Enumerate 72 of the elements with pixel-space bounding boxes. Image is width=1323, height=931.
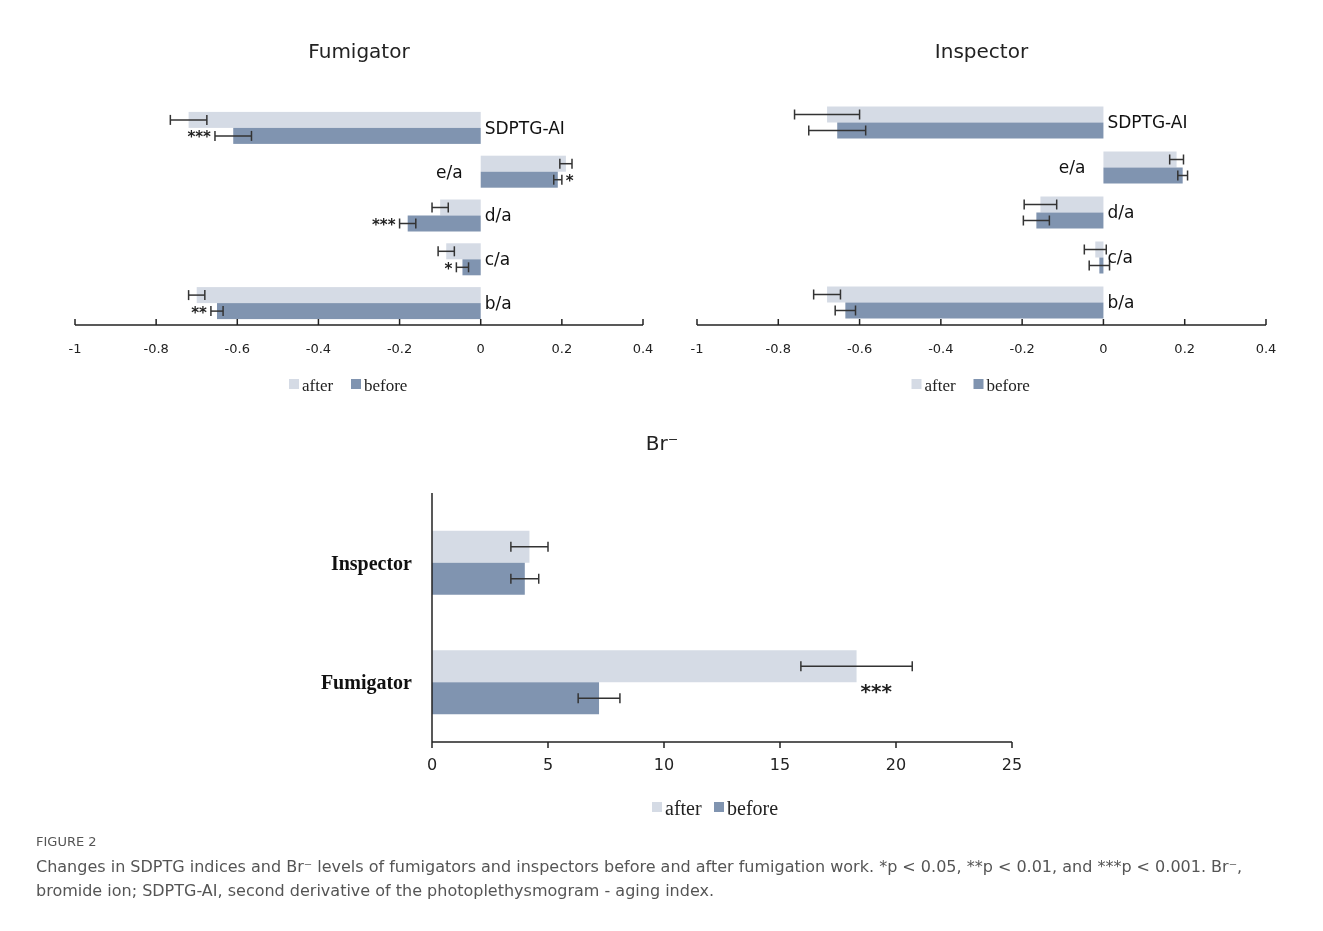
y-tick-label: e/a [1058, 157, 1086, 178]
y-tick-label: c/a [1107, 247, 1133, 268]
y-tick-label: c/a [484, 249, 511, 270]
bar [1095, 241, 1104, 258]
legend-label: after [302, 375, 334, 395]
legend-label: before [364, 375, 408, 395]
bar [432, 682, 600, 715]
legend-label: before [986, 375, 1030, 395]
x-tick-label: -0.6 [224, 341, 250, 356]
bar [432, 530, 530, 563]
x-tick-label: 0.4 [1255, 341, 1277, 356]
annotation: *** [372, 215, 396, 234]
x-tick-label: -0.2 [1009, 341, 1035, 356]
legend-label: after [665, 797, 702, 819]
bar [827, 106, 1104, 123]
bar [837, 122, 1104, 139]
bar [432, 562, 525, 595]
bar [188, 111, 481, 128]
chart-title: Br⁻ [645, 431, 679, 455]
x-tick-label: 0.2 [1174, 341, 1196, 356]
annotation: * [444, 259, 453, 278]
y-tick-label: SDPTG-AI [1107, 112, 1188, 133]
x-tick-label: -1 [690, 341, 704, 356]
bar [1103, 167, 1183, 184]
y-tick-label: b/a [484, 293, 512, 314]
bar [233, 127, 481, 144]
bar [845, 302, 1104, 319]
y-tick-label: e/a [436, 161, 463, 182]
y-tick-label: d/a [484, 205, 512, 226]
text: Changes in SDPTG indices and Br⁻ levels of fumigators and inspectors before and after fumigation work. *p < 0.05, **p < 0.01, and ***p < 0.001. Br⁻, bromide ion; SDPTG-AI, second derivative of the photoplethysmogram - aging index. [36, 856, 1244, 902]
bar [217, 303, 481, 320]
x-tick-label: 0 [426, 755, 438, 774]
y-tick-label: b/a [1107, 292, 1135, 313]
bar [462, 259, 481, 276]
annotation: ** [191, 303, 208, 322]
x-tick-label: 0 [476, 341, 485, 356]
bar [480, 155, 566, 172]
x-tick-label: -0.8 [765, 341, 791, 356]
annotation: * [565, 172, 574, 191]
bar [432, 650, 857, 683]
legend-label: before [727, 797, 779, 819]
bar [1040, 196, 1104, 213]
x-tick-label: -0.8 [143, 341, 169, 356]
x-tick-label: 0.2 [551, 341, 573, 356]
bar [827, 286, 1104, 303]
y-tick-label: SDPTG-AI [484, 117, 565, 138]
x-tick-label: 20 [885, 755, 907, 774]
annotation: *** [187, 128, 212, 147]
legend-label: after [924, 375, 956, 395]
bar [446, 243, 481, 260]
x-tick-label: 0.4 [632, 341, 654, 356]
bar [1103, 151, 1177, 168]
x-tick-label: 25 [1001, 755, 1023, 774]
x-tick-label: -0.4 [928, 341, 954, 356]
y-tick-label: d/a [1107, 202, 1135, 223]
x-tick-label: 15 [769, 755, 791, 774]
x-tick-label: 5 [542, 755, 554, 774]
bar [1099, 257, 1104, 274]
x-tick-label: -0.4 [305, 341, 332, 356]
chart-title: Inspector [934, 39, 1029, 63]
x-tick-label: -1 [68, 341, 82, 356]
bar [440, 199, 481, 216]
annotation: *** [860, 679, 893, 704]
bar [196, 287, 481, 304]
x-tick-label: -0.2 [386, 341, 413, 356]
bar [407, 215, 481, 232]
x-tick-label: 0 [1099, 341, 1108, 356]
x-tick-label: 10 [653, 755, 675, 774]
bar [480, 171, 558, 188]
bar [1036, 212, 1104, 229]
caption: FIGURE 2 [36, 834, 98, 849]
x-tick-label: -0.6 [846, 341, 873, 356]
